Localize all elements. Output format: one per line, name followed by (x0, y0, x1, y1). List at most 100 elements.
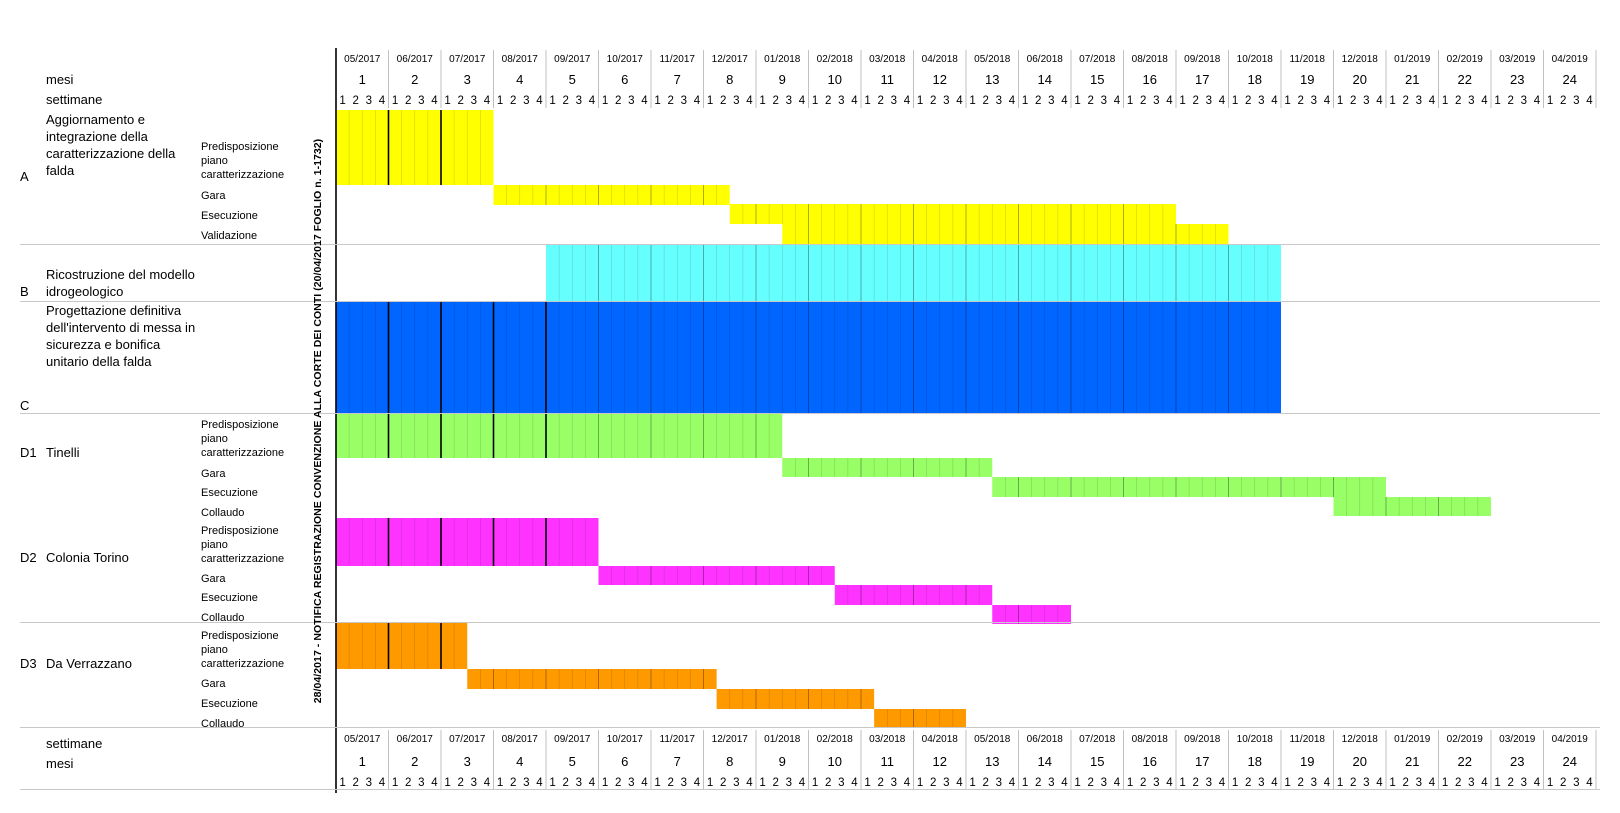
footer-month-number: 6 (621, 754, 628, 769)
bar-d1-7 (336, 413, 783, 458)
header-week-number: 2 (1560, 95, 1566, 107)
header-month-number: 8 (726, 72, 733, 87)
footer-week-number: 1 (602, 777, 608, 789)
header-week-number: 2 (1140, 95, 1146, 107)
footer-month-number: 4 (516, 754, 523, 769)
footer-month-label: 02/2018 (817, 734, 854, 745)
header-week-number: 4 (589, 95, 596, 107)
group-name-a: Aggiornamento e integrazione della carat… (46, 112, 176, 178)
header-week-number: 4 (1271, 95, 1278, 107)
header-month-number: 4 (516, 72, 523, 87)
subtask-a-predisposizione: Predisposizione piano caratterizzazione (201, 141, 285, 181)
header-month-number: 11 (881, 72, 895, 87)
footer-month-label: 01/2018 (764, 734, 801, 745)
header-week-number: 1 (1494, 95, 1500, 107)
header-week-number: 2 (930, 95, 936, 107)
header-month-label: 12/2018 (1342, 54, 1379, 65)
header-week-number: 4 (1376, 95, 1383, 107)
header-week-number: 1 (1442, 95, 1448, 107)
header-week-number: 2 (1455, 95, 1461, 107)
footer-month-number: 1 (359, 754, 366, 769)
footer-week-number: 2 (457, 777, 463, 789)
footer-month-label: 11/2017 (660, 734, 696, 745)
footer-week-number: 4 (904, 777, 911, 789)
header-week-number: 1 (864, 95, 870, 107)
header-week-number: 4 (956, 95, 963, 107)
subtask-d2-gara: Gara (201, 573, 226, 585)
header-week-number: 4 (799, 95, 806, 107)
footer-week-number: 3 (786, 777, 792, 789)
header-mesi-label: mesi (46, 72, 74, 87)
header-week-number: 4 (1114, 95, 1121, 107)
footer-month-number: 12 (933, 754, 947, 769)
footer-month-label: 07/2018 (1079, 734, 1116, 745)
footer-week-number: 3 (996, 777, 1002, 789)
header-week-number: 3 (366, 95, 372, 107)
group-code-a: A (20, 169, 29, 184)
footer-week-number: 1 (969, 777, 975, 789)
header-week-number: 3 (1048, 95, 1054, 107)
header-week-number: 4 (1586, 95, 1593, 107)
header-week-number: 1 (1127, 95, 1133, 107)
bar-d3-18 (874, 709, 966, 728)
bar-d2-12 (598, 566, 835, 585)
footer-week-number: 3 (628, 777, 634, 789)
header-week-number: 4 (851, 95, 858, 107)
header-month-number: 6 (621, 72, 628, 87)
header-month-label: 11/2017 (660, 54, 696, 65)
footer-week-number: 3 (1416, 777, 1422, 789)
header-month-number: 16 (1143, 72, 1157, 87)
header-week-number: 3 (1311, 95, 1317, 107)
header-week-number: 1 (1284, 95, 1290, 107)
footer-month-number: 14 (1038, 754, 1052, 769)
footer-week-number: 4 (746, 777, 753, 789)
footer-month-label: 08/2018 (1132, 734, 1169, 745)
footer-week-number: 1 (1232, 777, 1238, 789)
header-month-label: 04/2018 (922, 54, 959, 65)
subtask-a-esecuzione: Esecuzione (201, 210, 258, 222)
footer-month-number: 19 (1300, 754, 1314, 769)
header-week-number: 2 (615, 95, 621, 107)
footer-month-label: 09/2018 (1184, 734, 1221, 745)
header-month-number: 20 (1353, 72, 1367, 87)
header-month-label: 06/2017 (397, 54, 434, 65)
header-week-number: 3 (523, 95, 529, 107)
footer-month-label: 10/2018 (1237, 734, 1274, 745)
bar-d3-15 (336, 622, 468, 669)
footer-week-number: 1 (1284, 777, 1290, 789)
header-week-number: 1 (969, 95, 975, 107)
footer-week-number: 2 (352, 777, 358, 789)
header-week-number: 1 (549, 95, 555, 107)
header-week-number: 3 (1153, 95, 1159, 107)
header-week-number: 1 (1547, 95, 1553, 107)
footer-month-label: 04/2019 (1552, 734, 1589, 745)
footer-week-number: 1 (917, 777, 923, 789)
group-code-d2: D2 (20, 550, 37, 565)
footer-week-number: 4 (1481, 777, 1488, 789)
header-week-number: 3 (1101, 95, 1107, 107)
header-week-number: 4 (1324, 95, 1331, 107)
footer-week-number: 1 (812, 777, 818, 789)
footer-week-number: 3 (1101, 777, 1107, 789)
header-month-number: 5 (569, 72, 576, 87)
separator-d2-d3 (20, 622, 1600, 623)
footer-settimane-label: settimane (46, 736, 103, 751)
header-week-number: 1 (1022, 95, 1028, 107)
header-week-number: 1 (1074, 95, 1080, 107)
footer-week-number: 4 (851, 777, 858, 789)
footer-week-number: 1 (654, 777, 660, 789)
header-week-number: 2 (562, 95, 568, 107)
header-month-number: 12 (933, 72, 947, 87)
footer-week-number: 4 (1324, 777, 1331, 789)
footer-week-number: 4 (589, 777, 596, 789)
header-week-number: 1 (759, 95, 765, 107)
footer-week-number: 1 (864, 777, 870, 789)
header-week-number: 4 (904, 95, 911, 107)
footer-month-number: 16 (1143, 754, 1157, 769)
footer-month-number: 24 (1563, 754, 1577, 769)
footer-week-number: 3 (1468, 777, 1474, 789)
header-week-number: 2 (405, 95, 411, 107)
footer-month-label: 03/2019 (1499, 734, 1536, 745)
footer-week-number: 4 (431, 777, 438, 789)
header-month-number: 22 (1458, 72, 1472, 87)
